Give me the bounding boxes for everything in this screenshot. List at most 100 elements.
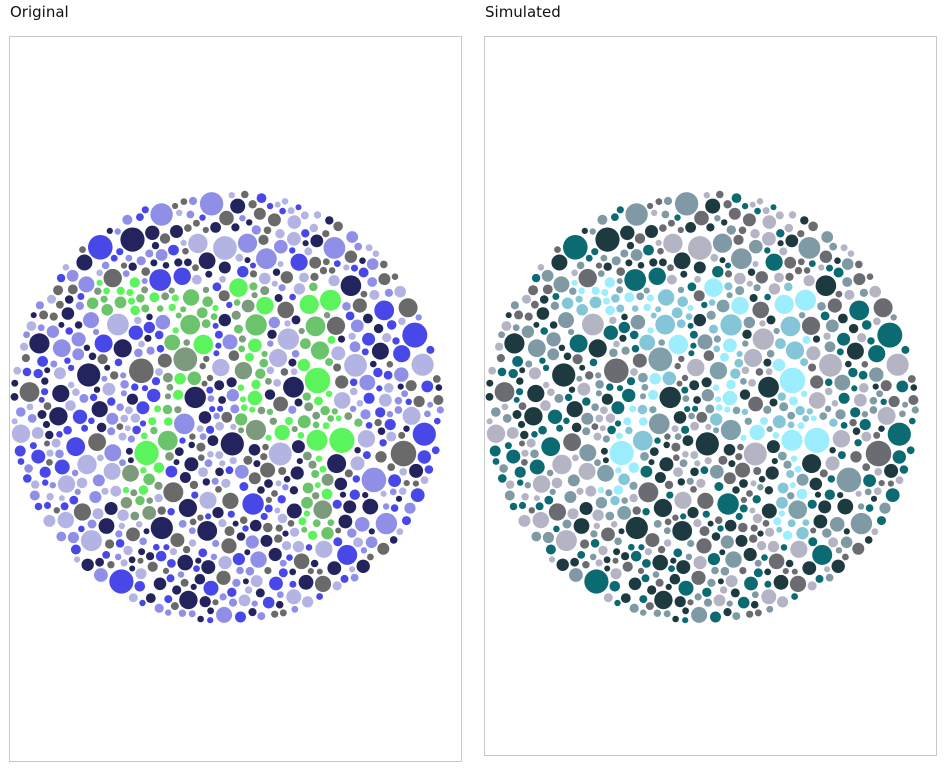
original-plate-background-dot xyxy=(190,583,197,591)
original-plate-figure-dot xyxy=(165,452,174,461)
original-plate-background-dot xyxy=(189,433,196,440)
simulated-plate-background-dot xyxy=(628,543,635,551)
original-plate-background-dot xyxy=(384,419,396,431)
original-plate-figure-dot xyxy=(157,430,178,451)
simulated-plate-background-dot xyxy=(690,467,699,477)
simulated-plate-background-dot xyxy=(620,225,635,240)
original-plate-background-dot xyxy=(212,539,220,548)
original-plate-figure-dot xyxy=(229,278,248,297)
original-plate-background-dot xyxy=(46,325,60,338)
original-plate-figure-dot xyxy=(312,411,321,420)
original-plate-background-dot xyxy=(57,475,76,493)
simulated-plate-background-dot xyxy=(850,451,862,463)
original-plate-background-dot xyxy=(356,559,370,573)
simulated-plate-figure-dot xyxy=(784,282,793,292)
original-plate-figure-dot xyxy=(314,482,321,489)
original-plate-background-dot xyxy=(167,508,175,516)
simulated-plate-background-dot xyxy=(540,327,548,335)
simulated-plate-background-dot xyxy=(867,337,875,345)
original-plate-figure-dot xyxy=(259,358,269,368)
simulated-plate-background-dot xyxy=(810,375,824,389)
original-plate-background-dot xyxy=(256,248,277,270)
original-plate-figure-dot xyxy=(321,527,334,540)
original-plate-background-dot xyxy=(316,568,323,575)
simulated-plate-background-dot xyxy=(751,591,759,599)
simulated-plate-background-dot xyxy=(659,258,667,267)
original-plate-background-dot xyxy=(46,449,54,457)
simulated-plate-figure-dot xyxy=(794,465,802,473)
simulated-plate-background-dot xyxy=(527,384,545,403)
simulated-plate-background-dot xyxy=(777,240,784,247)
original-plate-background-dot xyxy=(344,250,358,263)
simulated-plate-background-dot xyxy=(888,395,900,408)
simulated-plate-figure-dot xyxy=(773,327,780,335)
original-plate-background-dot xyxy=(386,361,394,368)
simulated-plate-background-dot xyxy=(513,396,520,403)
original-plate-background-dot xyxy=(382,503,390,510)
simulated-plate-background-dot xyxy=(802,561,817,575)
simulated-plate-background-dot xyxy=(676,380,683,387)
simulated-plate-background-dot xyxy=(602,457,609,464)
original-plate-figure-dot xyxy=(180,314,201,335)
original-plate-background-dot xyxy=(127,457,134,464)
original-plate-background-dot xyxy=(29,442,37,450)
simulated-plate-background-dot xyxy=(634,233,646,244)
original-plate-background-dot xyxy=(366,258,379,270)
simulated-plate-background-dot xyxy=(734,272,746,285)
simulated-plate-background-dot xyxy=(750,480,757,487)
simulated-plate-background-dot xyxy=(528,285,539,296)
simulated-plate-background-dot xyxy=(541,437,561,457)
simulated-plate-figure-dot xyxy=(569,287,577,295)
simulated-plate-background-dot xyxy=(570,557,579,567)
original-plate-background-dot xyxy=(392,337,400,345)
simulated-plate-figure-dot xyxy=(638,372,648,383)
simulated-plate-figure-dot xyxy=(613,485,624,495)
simulated-plate-background-dot xyxy=(688,236,712,260)
original-plate-background-dot xyxy=(268,316,280,329)
simulated-plate-background-dot xyxy=(868,345,886,363)
simulated-plate-background-dot xyxy=(558,344,566,351)
original-plate-background-dot xyxy=(360,547,368,554)
simulated-plate-figure-dot xyxy=(782,530,793,540)
simulated-plate-background-dot xyxy=(516,388,524,396)
simulated-plate-background-dot xyxy=(757,541,767,551)
simulated-plate-figure-dot xyxy=(639,393,647,400)
original-plate-background-dot xyxy=(269,348,288,368)
simulated-plate-background-dot xyxy=(674,433,682,440)
simulated-plate-background-dot xyxy=(603,556,611,564)
original-plate-figure-dot xyxy=(174,373,186,385)
original-plate-background-dot xyxy=(411,353,434,376)
original-plate-background-dot xyxy=(83,312,99,329)
simulated-plate-background-dot xyxy=(746,280,753,287)
simulated-plate-background-dot xyxy=(674,491,692,509)
original-plate-background-dot xyxy=(134,348,143,358)
original-plate-background-dot xyxy=(215,421,225,431)
simulated-plate-background-dot xyxy=(669,573,681,585)
simulated-plate-background-dot xyxy=(731,193,742,204)
simulated-plate-background-dot xyxy=(747,268,756,276)
simulated-plate-background-dot xyxy=(600,254,608,262)
simulated-plate-background-dot xyxy=(621,346,630,355)
original-plate-background-dot xyxy=(144,334,152,342)
simulated-plate-background-dot xyxy=(798,237,821,259)
simulated-plate-background-dot xyxy=(777,596,789,608)
simulated-plate-background-dot xyxy=(749,201,756,208)
simulated-plate-figure-dot xyxy=(597,486,605,494)
original-plate-background-dot xyxy=(23,331,30,339)
simulated-plate-background-dot xyxy=(585,485,597,497)
simulated-plate-background-dot xyxy=(877,516,886,526)
simulated-plate-background-dot xyxy=(592,509,604,521)
simulated-plate-background-dot xyxy=(610,568,622,580)
simulated-plate-background-dot xyxy=(576,487,584,495)
original-plate-background-dot xyxy=(218,519,227,528)
simulated-plate-figure-dot xyxy=(677,296,688,308)
original-plate-figure-dot xyxy=(354,418,363,427)
original-plate-background-dot xyxy=(56,273,66,283)
simulated-plate-background-dot xyxy=(664,433,671,440)
simulated-plate-background-dot xyxy=(710,253,719,262)
simulated-plate-background-dot xyxy=(756,198,764,205)
simulated-plate-background-dot xyxy=(659,386,681,409)
original-plate-background-dot xyxy=(120,559,128,567)
original-plate-background-dot xyxy=(362,451,371,460)
original-plate-figure-dot xyxy=(240,404,248,411)
